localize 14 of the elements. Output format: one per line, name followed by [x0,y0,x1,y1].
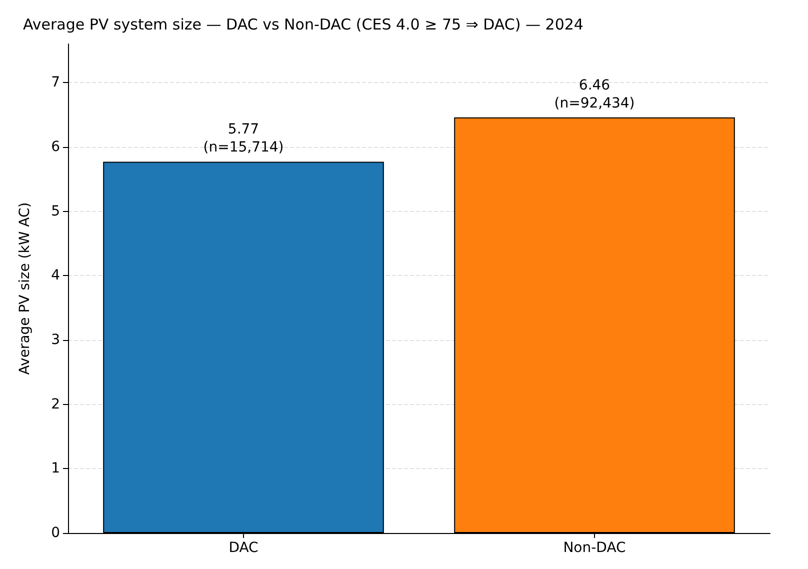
data-label: 5.77 (n=15,714) [203,122,284,156]
x-tick-label: Non-DAC [563,540,626,556]
data-label: 6.46 (n=92,434) [554,77,635,112]
y-tick-label: 2 [51,396,60,412]
y-axis-title: Average PV size (kW AC) [17,202,33,375]
y-tick-label: 3 [51,332,60,348]
y-tick-label: 7 [51,74,60,91]
chart-title: Average PV system size — DAC vs Non-DAC (CES 4.0 ≥ 75 ⇒ DAC) — 2024 [23,16,584,34]
y-tick-label: 6 [51,138,60,155]
x-tick-label: DAC [228,540,259,556]
y-tick-label: 0 [51,525,60,541]
y-tick-label: 1 [51,460,60,477]
y-tick-label: 5 [51,203,60,220]
y-tick-label: 4 [51,268,60,284]
